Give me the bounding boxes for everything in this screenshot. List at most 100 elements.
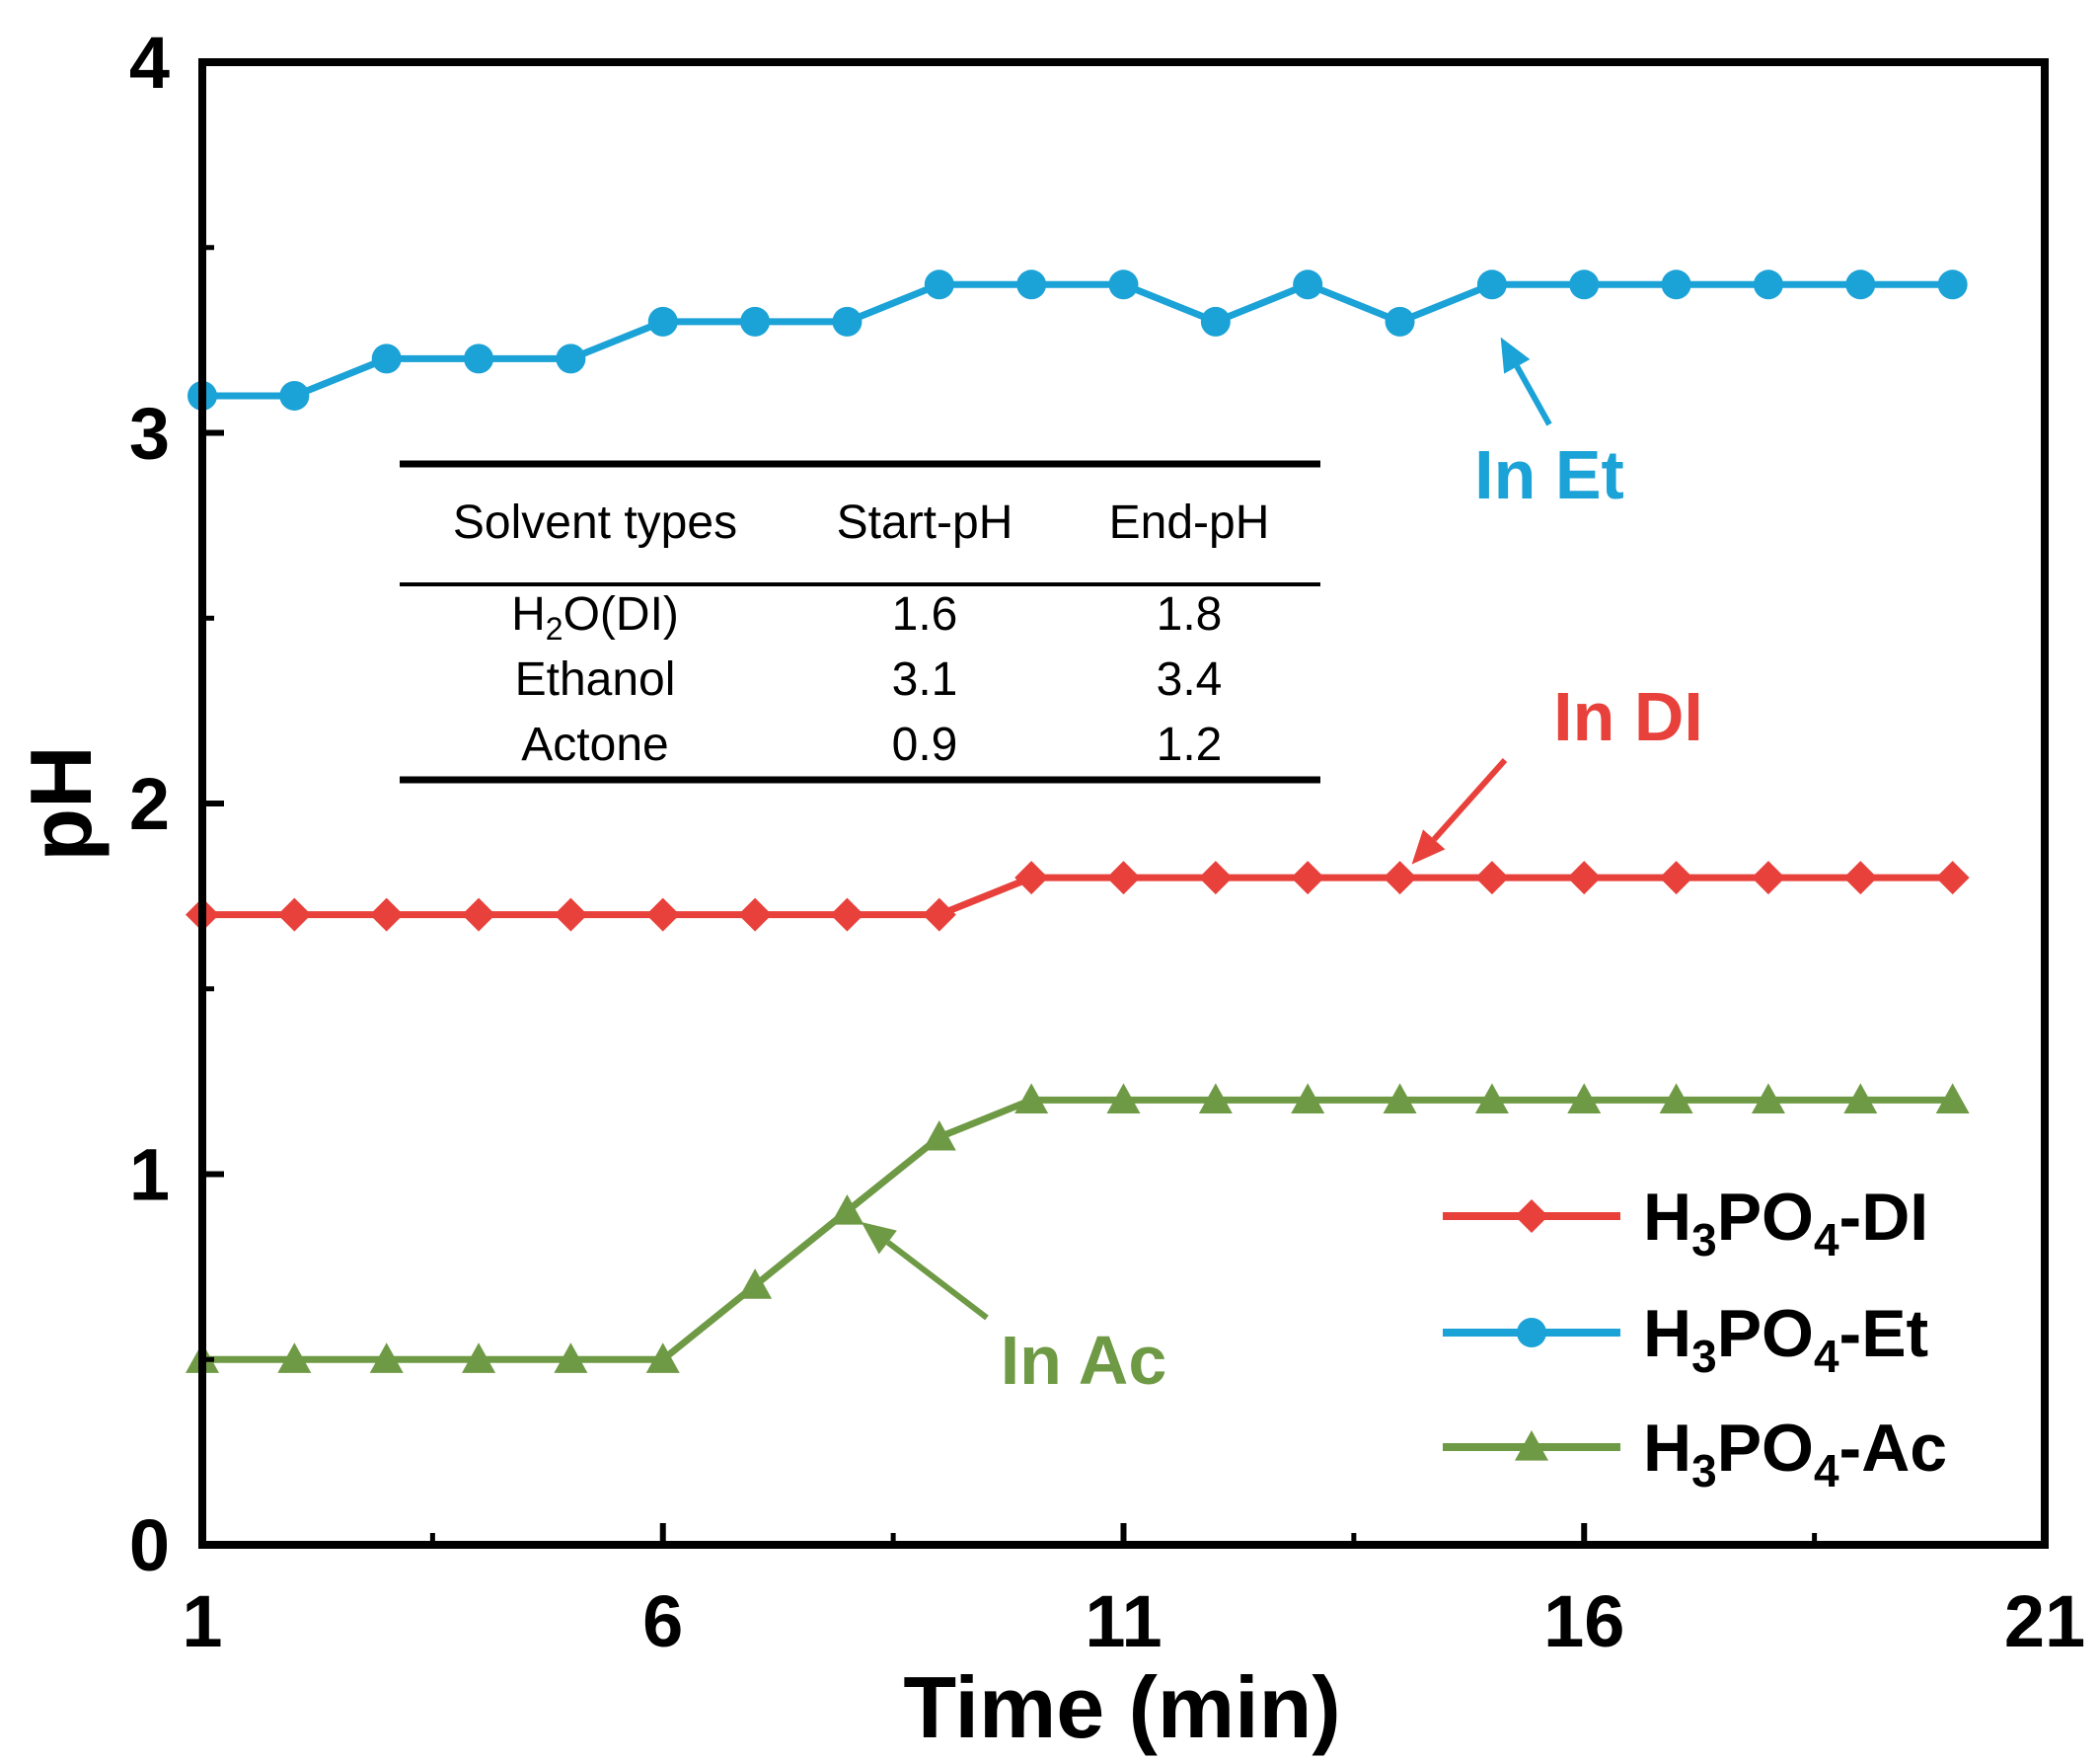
data-point: [1845, 269, 1876, 300]
data-point: [554, 897, 588, 932]
table-cell-end: 3.4: [1157, 653, 1223, 706]
legend: H3PO4-DI H3PO4-Et H3PO4-Ac: [1443, 1180, 1947, 1496]
x-tick-label: 1: [182, 1580, 222, 1662]
data-point: [1567, 861, 1602, 895]
data-point: [1291, 1083, 1325, 1113]
data-point: [1106, 861, 1141, 895]
y-tick-label: 4: [129, 22, 170, 104]
data-point: [1843, 1083, 1878, 1113]
annotation-arrowhead-di: [1411, 829, 1446, 865]
series-layer: [186, 269, 1970, 1373]
x-tick-label: 6: [642, 1580, 683, 1662]
data-point: [1014, 1083, 1049, 1113]
data-point: [1937, 269, 1968, 300]
data-point: [1569, 269, 1600, 300]
data-point: [922, 1119, 956, 1151]
data-point: [645, 1342, 680, 1373]
data-point: [1198, 1083, 1233, 1113]
data-point: [1751, 1083, 1785, 1113]
data-point: [462, 1342, 496, 1373]
data-point: [462, 897, 496, 932]
data-point: [464, 344, 494, 374]
x-tick-label: 21: [2004, 1580, 2085, 1662]
data-point: [832, 306, 862, 337]
legend-marker: [1517, 1318, 1546, 1347]
table-header-end: End-pH: [1109, 497, 1270, 549]
series-markers-ac: [186, 1083, 1970, 1373]
data-point: [922, 897, 956, 932]
data-point: [554, 1342, 588, 1373]
x-tick-labels: 1 6 11 16 21: [182, 1580, 2085, 1662]
data-point: [738, 1268, 773, 1299]
annotations: In Et In DI In Ac: [861, 337, 1703, 1399]
y-tick-label: 3: [129, 393, 170, 475]
data-point: [369, 1342, 404, 1373]
annotation-label-di: In DI: [1553, 678, 1703, 755]
table-cell-solvent: H2O(DI): [511, 588, 679, 647]
data-point: [1383, 1083, 1417, 1113]
data-point: [1200, 306, 1231, 337]
data-point: [924, 269, 954, 300]
data-point: [1661, 269, 1691, 300]
data-point: [1198, 861, 1233, 895]
data-point: [279, 380, 310, 411]
x-tick-label: 11: [1085, 1580, 1162, 1662]
table-header-start: Start-pH: [837, 497, 1013, 549]
table-header-solvent: Solvent types: [453, 497, 737, 549]
legend-swatch-marker: [1517, 1318, 1546, 1347]
table-cell-solvent: Ethanol: [515, 653, 676, 706]
data-point: [1751, 861, 1785, 895]
data-point: [1659, 861, 1693, 895]
annotation-arrow-di: [1431, 758, 1508, 842]
data-point: [1293, 269, 1323, 300]
y-tick-label: 1: [129, 1134, 170, 1216]
axis-ticks: [199, 59, 2048, 1548]
data-point: [1843, 861, 1878, 895]
data-point: [1106, 1083, 1141, 1113]
legend-item-ac: H3PO4-Ac: [1443, 1411, 1947, 1496]
y-axis-title: pH: [12, 745, 110, 861]
data-point: [1753, 269, 1783, 300]
data-point: [1014, 861, 1049, 895]
series-markers-et: [188, 269, 1968, 411]
series-line-ac: [202, 1096, 1953, 1363]
annotation-arrow-et: [1514, 364, 1552, 426]
data-point: [1385, 306, 1415, 337]
annotation-label-et: In Et: [1474, 436, 1624, 513]
data-point: [830, 897, 864, 932]
data-point: [645, 897, 680, 932]
legend-marker: [1515, 1199, 1548, 1233]
data-point: [369, 897, 404, 932]
table-cell-start: 0.9: [892, 719, 958, 771]
data-point: [740, 306, 771, 337]
data-point: [830, 1194, 864, 1225]
legend-swatch-marker: [1515, 1199, 1548, 1233]
data-point: [371, 344, 402, 374]
y-tick-labels: 0 1 2 3 4: [129, 22, 170, 1586]
annotation-arrowhead-et: [1500, 337, 1531, 374]
data-point: [1659, 1083, 1693, 1113]
data-point: [556, 344, 586, 374]
table-cell-end: 1.2: [1157, 719, 1223, 771]
data-point: [277, 897, 312, 932]
data-point: [1016, 269, 1047, 300]
legend-item-di: H3PO4-DI: [1443, 1180, 1928, 1265]
legend-swatch-marker: [1515, 1430, 1548, 1461]
y-tick-label: 2: [129, 763, 170, 845]
data-point: [1476, 269, 1507, 300]
x-axis-title: Time (min): [903, 1658, 1340, 1756]
data-point: [1567, 1083, 1602, 1113]
inset-table: Solvent types Start-pH End-pH H2O(DI) 1.…: [400, 460, 1320, 784]
legend-label-et: H3PO4-Et: [1643, 1296, 1928, 1382]
series-markers-di: [186, 861, 1970, 932]
y-tick-label: 0: [129, 1504, 170, 1586]
data-point: [1474, 861, 1509, 895]
data-point: [277, 1342, 312, 1373]
data-point: [647, 306, 678, 337]
data-point: [738, 897, 773, 932]
data-point: [1935, 1083, 1970, 1113]
table-cell-solvent: Actone: [521, 719, 668, 771]
data-point: [1474, 1083, 1509, 1113]
data-point: [1383, 861, 1417, 895]
